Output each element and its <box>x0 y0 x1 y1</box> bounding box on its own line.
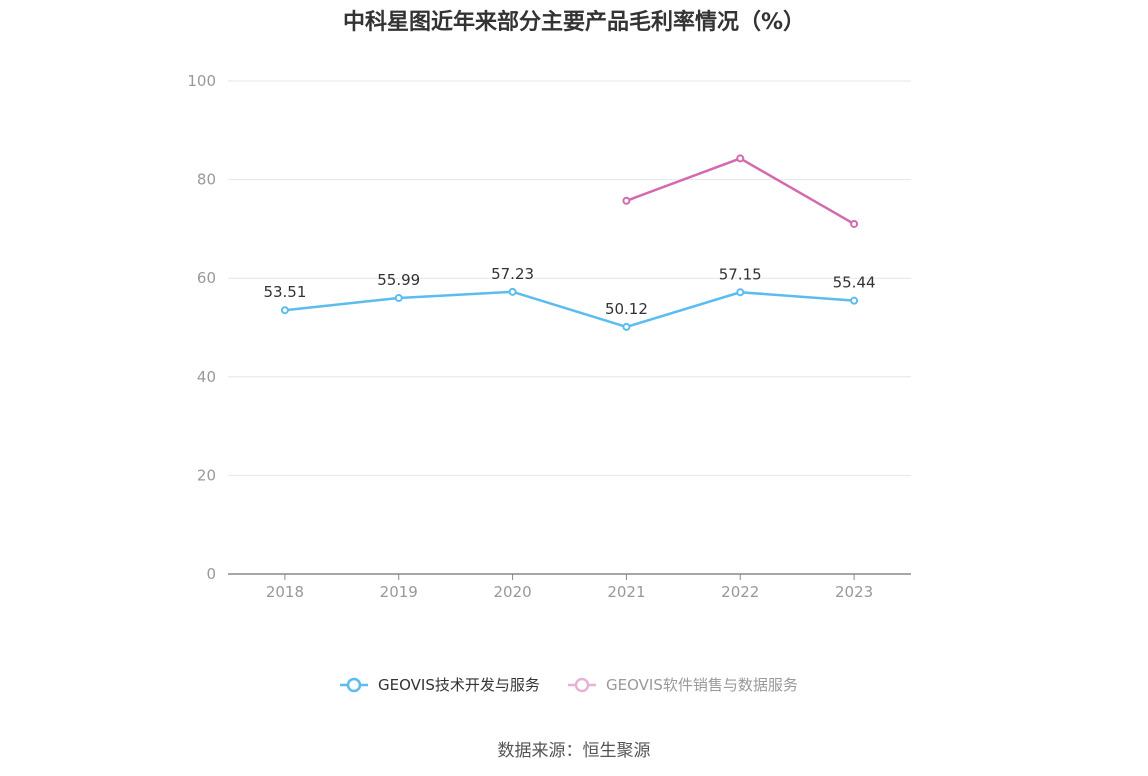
data-label: 53.51 <box>263 283 306 301</box>
x-tick-label: 2023 <box>835 583 873 601</box>
data-source: 数据来源：恒生聚源 <box>497 741 651 761</box>
data-label: 55.99 <box>377 271 420 289</box>
data-point <box>622 196 631 205</box>
data-label: 57.15 <box>719 265 762 283</box>
y-tick-label: 80 <box>197 171 216 189</box>
x-tick-label: 2020 <box>493 583 531 601</box>
series-line-1 <box>284 290 855 329</box>
x-tick-label: 2018 <box>266 583 304 601</box>
data-point <box>736 154 745 163</box>
data-point <box>850 296 859 305</box>
series-line-2 <box>625 157 855 226</box>
y-tick-label: 100 <box>187 72 216 90</box>
data-point <box>622 322 631 331</box>
data-point <box>736 288 745 297</box>
y-tick-label: 20 <box>197 466 216 484</box>
data-point <box>280 306 289 315</box>
data-label: 50.12 <box>605 300 648 318</box>
y-tick-label: 0 <box>206 565 216 583</box>
x-tick-label: 2019 <box>380 583 418 601</box>
data-label: 57.23 <box>491 265 534 283</box>
data-point <box>508 287 517 296</box>
y-tick-label: 60 <box>197 269 216 287</box>
legend-label: GEOVIS软件销售与数据服务 <box>606 676 798 694</box>
legend-marker-icon <box>574 677 590 693</box>
legend-marker-icon <box>346 677 362 693</box>
chart-title: 中科星图近年来部分主要产品毛利率情况（%） <box>342 10 806 35</box>
data-point <box>850 219 859 228</box>
data-point <box>394 293 403 302</box>
legend-label: GEOVIS技术开发与服务 <box>378 676 540 694</box>
y-tick-label: 40 <box>197 368 216 386</box>
x-tick-label: 2022 <box>721 583 759 601</box>
x-tick-label: 2021 <box>607 583 645 601</box>
data-label: 55.44 <box>833 274 876 292</box>
